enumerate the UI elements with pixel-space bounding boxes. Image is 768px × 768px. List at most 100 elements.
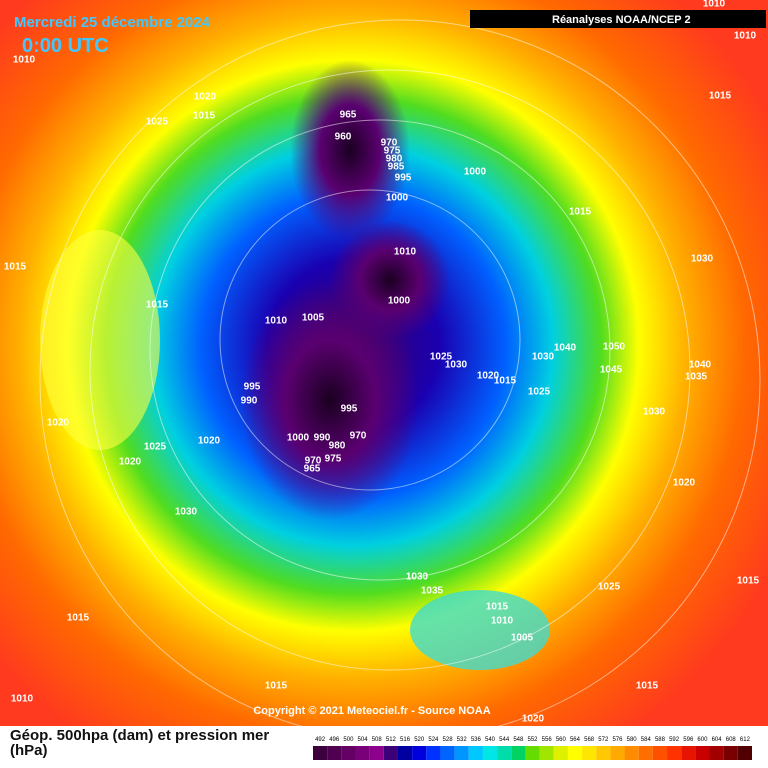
isobar-label: 1030 — [445, 360, 468, 371]
scale-label: 604 — [712, 737, 723, 743]
scale-label: 564 — [570, 737, 581, 743]
scale-label: 496 — [329, 737, 340, 743]
isobar-label: 1025 — [430, 352, 453, 363]
isobar-label: 970 — [381, 138, 398, 149]
isobar-label: 1030 — [175, 507, 198, 518]
scale-swatch — [468, 746, 483, 760]
isobar-label: 995 — [244, 382, 261, 393]
scale-label: 500 — [343, 737, 354, 743]
isobar-label: 1010 — [265, 316, 288, 327]
isobar-label: 970 — [350, 431, 367, 442]
isobar-label: 1010 — [394, 247, 417, 258]
isobar-label: 965 — [340, 110, 357, 121]
trough — [330, 220, 450, 340]
isobar-label: 970 — [305, 456, 322, 467]
scale-label: 572 — [598, 737, 609, 743]
isobar-label: 1015 — [146, 300, 169, 311]
scale-swatch — [482, 746, 498, 760]
isobar-label: 1015 — [486, 602, 509, 613]
isobar-label: 1020 — [477, 371, 500, 382]
scale-swatch — [737, 746, 752, 760]
ridge — [40, 230, 160, 450]
isobar-label: 1010 — [703, 0, 726, 10]
scale-swatch — [638, 746, 653, 760]
source: Réanalyses NOAA/NCEP 2 — [552, 14, 691, 26]
isobar-label: 965 — [304, 464, 321, 475]
isobar-label: 1030 — [643, 407, 666, 418]
isobar-label: 1015 — [193, 111, 216, 122]
scale-label: 584 — [641, 737, 652, 743]
scale-label: 536 — [471, 737, 482, 743]
isobar-label: 1010 — [11, 694, 34, 705]
scale-label: 528 — [443, 737, 454, 743]
isobar-label: 1020 — [198, 436, 221, 447]
isobar-label: 1020 — [194, 92, 217, 103]
isoline — [89, 69, 691, 671]
scale-label: 600 — [697, 737, 708, 743]
scale-swatch — [624, 746, 639, 760]
isobar-label: 960 — [335, 132, 352, 143]
scale-swatch — [327, 746, 342, 760]
trough — [240, 280, 420, 520]
scale-swatch — [313, 746, 328, 760]
isobar-label: 1020 — [522, 714, 545, 725]
scale-swatch — [511, 746, 526, 760]
scale-label: 532 — [457, 737, 468, 743]
isobar-label: 1040 — [689, 360, 712, 371]
isobar-label: 1015 — [67, 613, 90, 624]
scale-label: 560 — [556, 737, 567, 743]
scale-label: 516 — [400, 737, 411, 743]
isobar-label: 995 — [341, 404, 358, 415]
isobar-label: 1045 — [600, 365, 623, 376]
legend-title: Géop. 500hpa (dam) et pression mer (hPa) — [10, 727, 270, 759]
scale-label: 592 — [669, 737, 680, 743]
scale-label: 612 — [740, 737, 751, 743]
scale-swatch — [383, 746, 398, 760]
isobar-label: 995 — [395, 173, 412, 184]
isobar-label: 1020 — [119, 457, 142, 468]
isobar-label: 1020 — [673, 478, 696, 489]
scale-swatch — [525, 746, 540, 760]
scale-swatch — [723, 746, 738, 760]
isobar-label: 1005 — [511, 633, 534, 644]
isobar-label: 1000 — [386, 193, 409, 204]
scale-label: 552 — [527, 737, 538, 743]
scale-swatch — [397, 746, 413, 760]
scale-label: 512 — [386, 737, 397, 743]
isobar-label: 1040 — [554, 343, 577, 354]
scale-swatch — [567, 746, 583, 760]
isobar-label: 1015 — [569, 207, 592, 218]
scale-swatch — [355, 746, 370, 760]
scale-swatch — [695, 746, 710, 760]
isobar-label: 1010 — [491, 616, 514, 627]
isobar-label: 1035 — [685, 372, 708, 383]
isobar-label: 1035 — [421, 586, 444, 597]
scale-swatch — [412, 746, 427, 760]
isobar-label: 980 — [329, 441, 346, 452]
scale-swatch — [497, 746, 512, 760]
scale-swatch — [369, 746, 384, 760]
scale-label: 576 — [612, 737, 623, 743]
scale-swatch — [681, 746, 696, 760]
isobar-label: 1010 — [13, 55, 36, 66]
scale-swatch — [341, 746, 356, 760]
isobar-label: 1025 — [146, 117, 169, 128]
isobar-label: 1005 — [302, 313, 325, 324]
scale-label: 580 — [627, 737, 638, 743]
isobar-label: 990 — [314, 433, 331, 444]
time: 0:00 UTC — [22, 35, 109, 57]
scale-label: 556 — [542, 737, 553, 743]
scale-swatch — [440, 746, 455, 760]
scale-label: 520 — [414, 737, 425, 743]
scale-label: 568 — [584, 737, 595, 743]
scale-swatch — [667, 746, 682, 760]
isobar-label: 1025 — [598, 582, 621, 593]
isobar-label: 1015 — [265, 681, 288, 692]
scale-label: 540 — [485, 737, 496, 743]
isobar-label: 1050 — [603, 342, 626, 353]
isobar-label: 1015 — [636, 681, 659, 692]
trough — [410, 590, 550, 670]
isobar-label: 975 — [325, 454, 342, 465]
